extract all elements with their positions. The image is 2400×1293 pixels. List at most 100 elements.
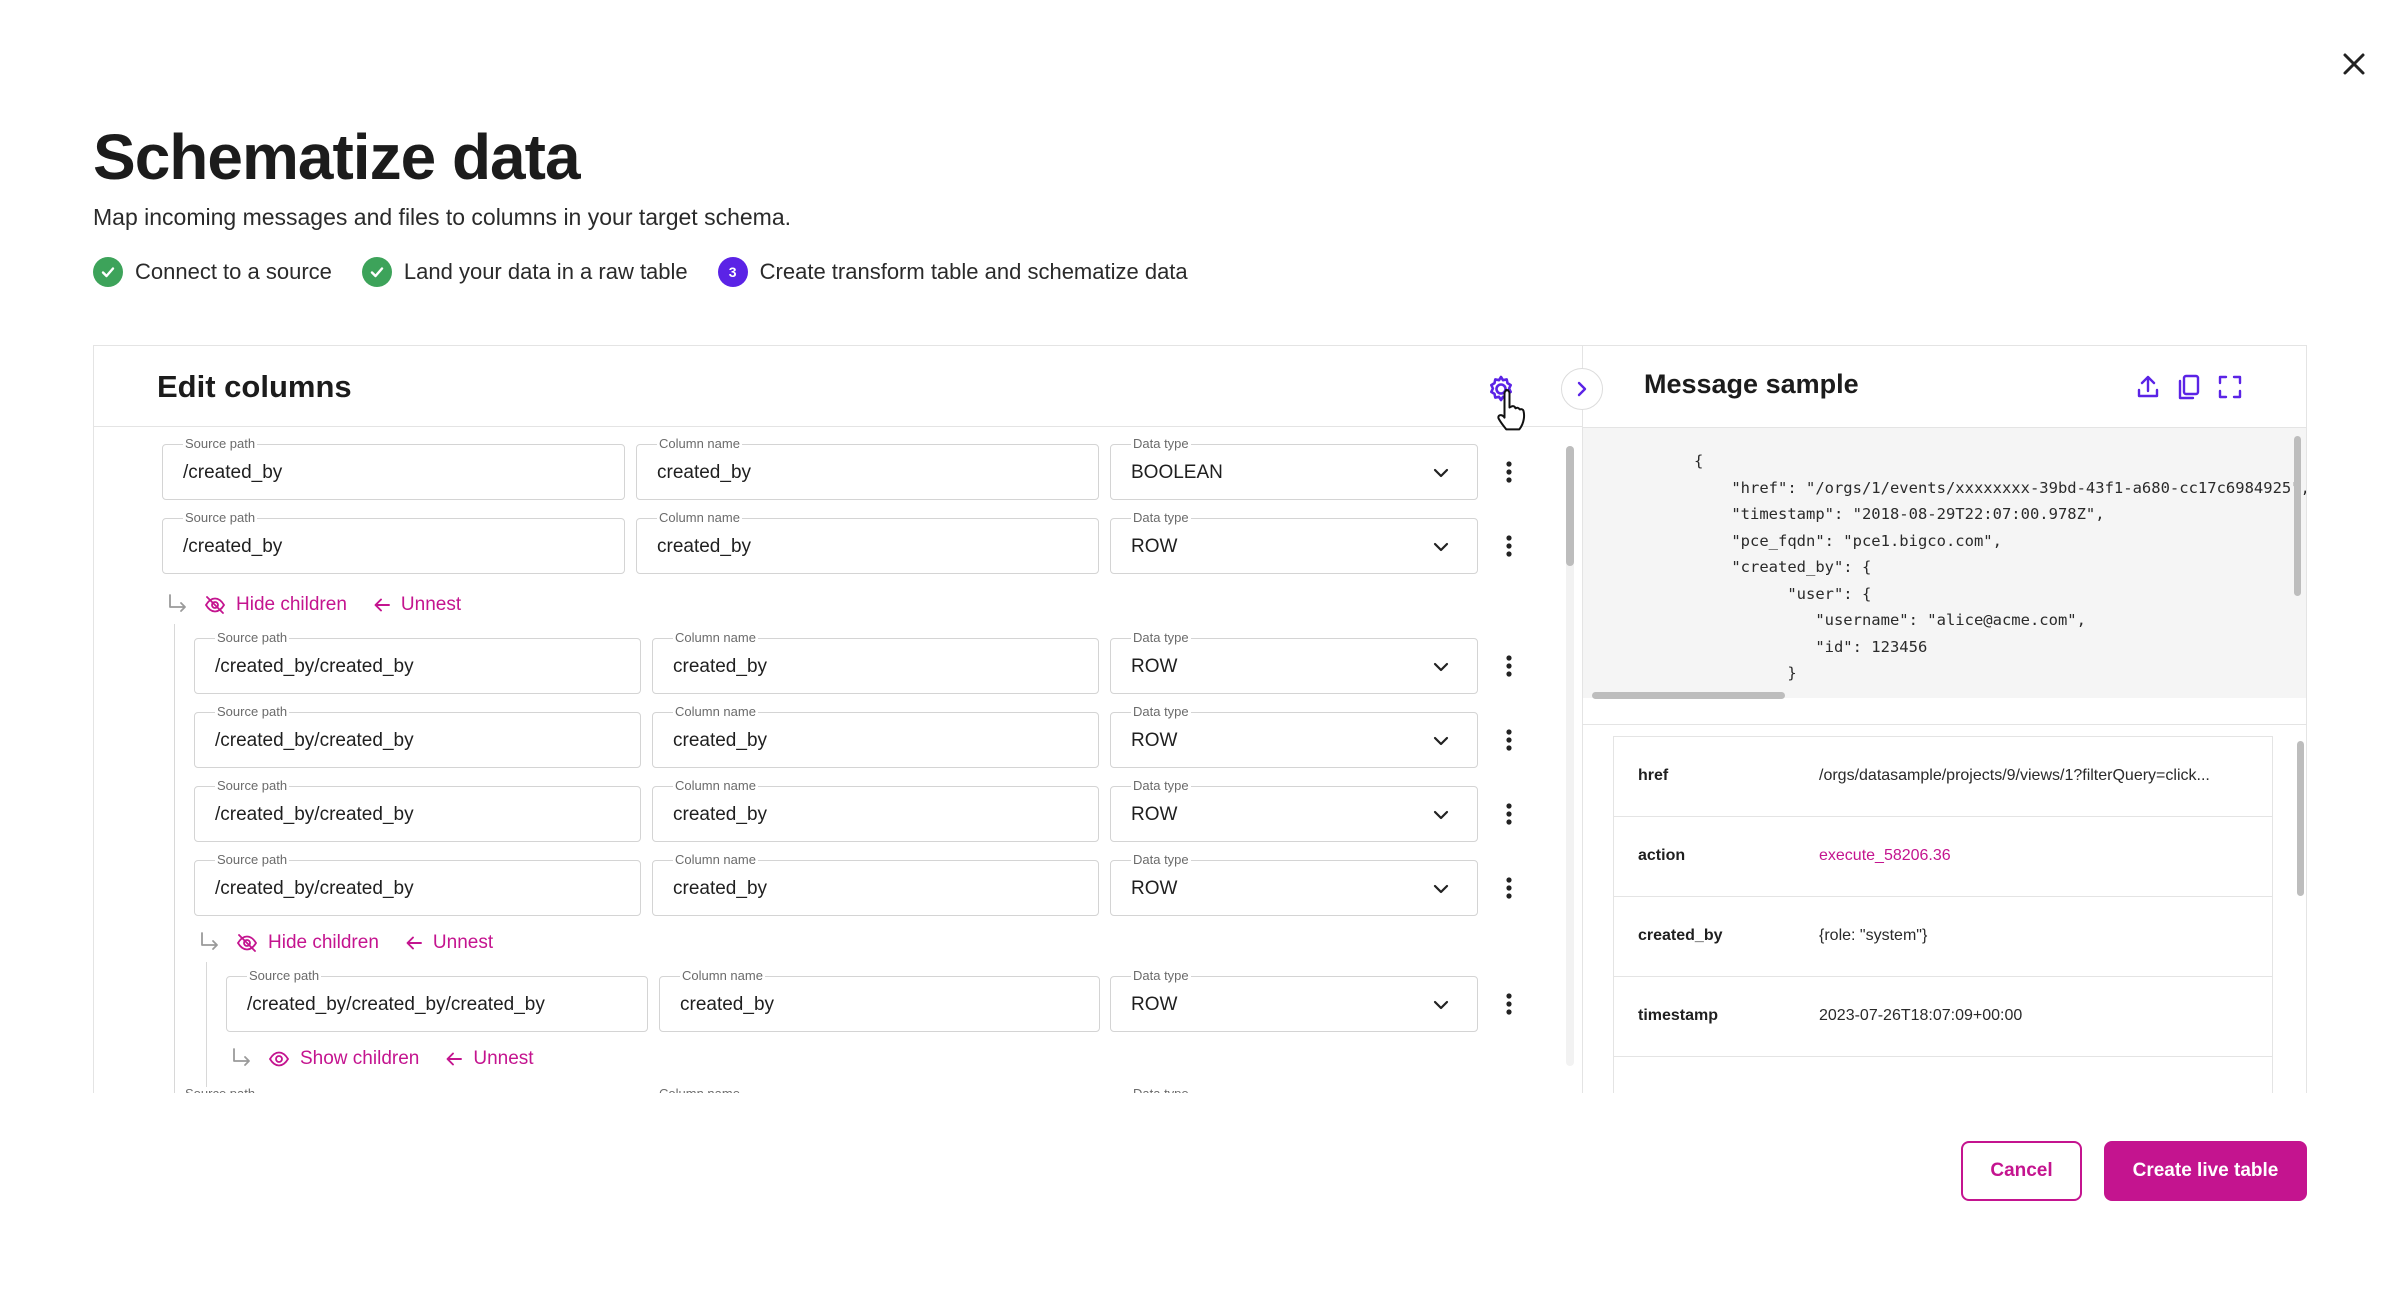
- source-path-input[interactable]: Source path /created_by: [162, 437, 625, 500]
- more-vertical-icon: [1506, 655, 1512, 677]
- step-label: Create transform table and schematize da…: [759, 259, 1188, 284]
- data-type-select[interactable]: Data type ROW: [1110, 779, 1478, 842]
- data-type-select[interactable]: Data type ROW: [1110, 511, 1478, 574]
- column-name-input[interactable]: Column name created_by: [652, 853, 1099, 916]
- collapse-panel-button[interactable]: [1561, 368, 1603, 410]
- create-live-table-button[interactable]: Create live table: [2104, 1141, 2307, 1201]
- unnest-button[interactable]: Unnest: [373, 594, 461, 616]
- field-value: /created_by/created_by/created_by: [247, 994, 545, 1015]
- column-name-input[interactable]: Column name created_by: [636, 437, 1099, 500]
- field-label: Source path: [215, 630, 290, 645]
- unnest-button[interactable]: Unnest: [405, 932, 493, 954]
- page-subtitle: Map incoming messages and files to colum…: [93, 204, 791, 230]
- more-vertical-icon: [1506, 729, 1512, 751]
- row-menu-button[interactable]: [1499, 802, 1519, 826]
- column-row: Source path /created_by/created_by Colum…: [194, 705, 1564, 768]
- data-type-select[interactable]: Data type ROW: [1110, 705, 1478, 768]
- column-name-input[interactable]: Column name created_by: [652, 705, 1099, 768]
- copy-button[interactable]: [2175, 373, 2203, 401]
- row-menu-button[interactable]: [1499, 992, 1519, 1016]
- hand-pointer-icon: [1494, 386, 1536, 434]
- column-name-input[interactable]: Column name created_by: [652, 631, 1099, 694]
- field-label: Source path: [183, 436, 258, 451]
- field-value: ROW: [1131, 730, 1178, 751]
- field-label: Column name: [657, 436, 742, 451]
- fullscreen-button[interactable]: [2216, 373, 2244, 401]
- eye-icon: [268, 1051, 290, 1067]
- more-vertical-icon: [1506, 803, 1512, 825]
- field-label: Column name: [673, 630, 758, 645]
- row-menu-button[interactable]: [1499, 654, 1519, 678]
- cancel-button[interactable]: Cancel: [1961, 1141, 2082, 1201]
- column-rows: Source path /created_by Column name crea…: [94, 428, 1564, 1093]
- field-value: /created_by/created_by: [215, 804, 414, 825]
- source-path-input[interactable]: Source path /created_by/created_by: [194, 853, 641, 916]
- hide-children-button[interactable]: Hide children: [204, 594, 347, 616]
- json-horizontal-scrollbar[interactable]: [1592, 692, 1785, 699]
- field-value: ROW: [1131, 994, 1178, 1015]
- page-title: Schematize data: [93, 121, 581, 193]
- upload-button[interactable]: [2134, 373, 2162, 401]
- field-label: Column name: [673, 852, 758, 867]
- fullscreen-icon: [2218, 375, 2242, 399]
- edit-columns-title: Edit columns: [157, 369, 352, 404]
- hide-children-button[interactable]: Hide children: [236, 932, 379, 954]
- field-value: created_by: [673, 730, 768, 751]
- column-row: Source path /created_by/created_by Colum…: [194, 853, 1564, 916]
- data-type-select[interactable]: Data type ROW: [1110, 853, 1478, 916]
- eye-off-icon: [204, 596, 226, 614]
- field-key: href: [1638, 767, 1669, 784]
- copy-icon: [2178, 374, 2200, 400]
- fields-scrollbar[interactable]: [2297, 741, 2304, 896]
- more-vertical-icon: [1506, 461, 1512, 483]
- show-children-button[interactable]: Show children: [268, 1048, 419, 1070]
- edit-columns-header: Edit columns: [94, 346, 1582, 431]
- more-vertical-icon: [1506, 877, 1512, 899]
- row-menu-button[interactable]: [1499, 460, 1519, 484]
- field-value: /created_by: [183, 462, 283, 483]
- json-sample-viewer[interactable]: { "href": "/orgs/1/events/xxxxxxxx-39bd-…: [1583, 428, 2306, 698]
- field-value: created_by: [680, 994, 775, 1015]
- row-menu-button[interactable]: [1499, 534, 1519, 558]
- column-row: Source path /created_by/created_by Colum…: [194, 779, 1564, 842]
- close-dialog-button[interactable]: [2334, 44, 2374, 84]
- field-label: Data type: [1131, 778, 1191, 793]
- hide-children-label: Hide children: [268, 932, 379, 953]
- column-name-input[interactable]: Column name created_by: [636, 511, 1099, 574]
- source-path-input[interactable]: Source path /created_by/created_by: [194, 631, 641, 694]
- unnest-label: Unnest: [473, 1048, 534, 1069]
- field-value: ROW: [1131, 536, 1178, 557]
- check-icon: [361, 257, 392, 287]
- field-value: /created_by/created_by: [215, 878, 414, 899]
- field-label: Column name: [680, 968, 765, 983]
- unnest-button[interactable]: Unnest: [445, 1048, 534, 1070]
- columns-scrollbar-thumb[interactable]: [1566, 446, 1574, 566]
- column-row: Source path /created_by Column name crea…: [162, 511, 1564, 574]
- columns-scrollbar-track[interactable]: [1566, 446, 1574, 1066]
- json-vertical-scrollbar[interactable]: [2294, 436, 2301, 596]
- schema-editor-panel: Edit columns Source path /created_by: [93, 345, 2307, 1093]
- chevron-down-icon: [1433, 884, 1449, 894]
- nested-actions: Hide children Unnest: [166, 592, 487, 618]
- column-name-input[interactable]: Column name created_by: [659, 969, 1100, 1032]
- row-menu-button[interactable]: [1499, 728, 1519, 752]
- source-path-input[interactable]: Source path /created_by/created_by: [194, 779, 641, 842]
- step-label: Connect to a source: [135, 259, 332, 284]
- arrow-left-icon: [406, 936, 422, 950]
- source-path-input[interactable]: Source path /created_by/created_by: [194, 705, 641, 768]
- chevron-down-icon: [1433, 810, 1449, 820]
- field-value-link[interactable]: execute_58206.36: [1819, 847, 1951, 864]
- settings-button[interactable]: [1485, 373, 1517, 405]
- data-type-select[interactable]: Data type BOOLEAN: [1110, 437, 1478, 500]
- row-menu-button[interactable]: [1499, 876, 1519, 900]
- source-path-input[interactable]: Source path /created_by/created_by/creat…: [226, 969, 648, 1032]
- column-name-input[interactable]: Column name created_by: [652, 779, 1099, 842]
- field-value: /orgs/datasample/projects/9/views/1?filt…: [1819, 767, 2210, 784]
- field-value: {role: "system"}: [1819, 927, 1928, 944]
- nested-actions: Hide children Unnest: [198, 930, 519, 956]
- source-path-input[interactable]: Source path /created_by: [162, 511, 625, 574]
- chevron-down-icon: [1433, 542, 1449, 552]
- data-type-select[interactable]: Data type ROW: [1110, 631, 1478, 694]
- data-type-select[interactable]: Data type ROW: [1110, 969, 1478, 1032]
- panel-divider: [1582, 346, 1583, 1093]
